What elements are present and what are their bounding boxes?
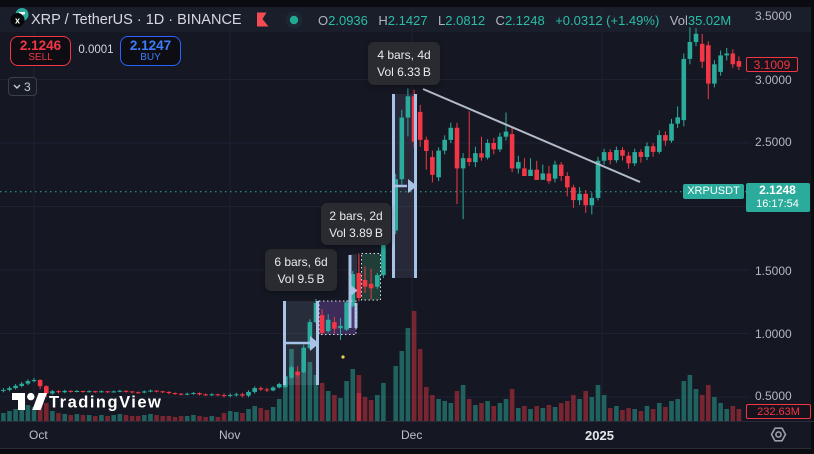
svg-text:TradingView: TradingView [49,394,162,412]
svg-text:x: x [15,16,20,26]
